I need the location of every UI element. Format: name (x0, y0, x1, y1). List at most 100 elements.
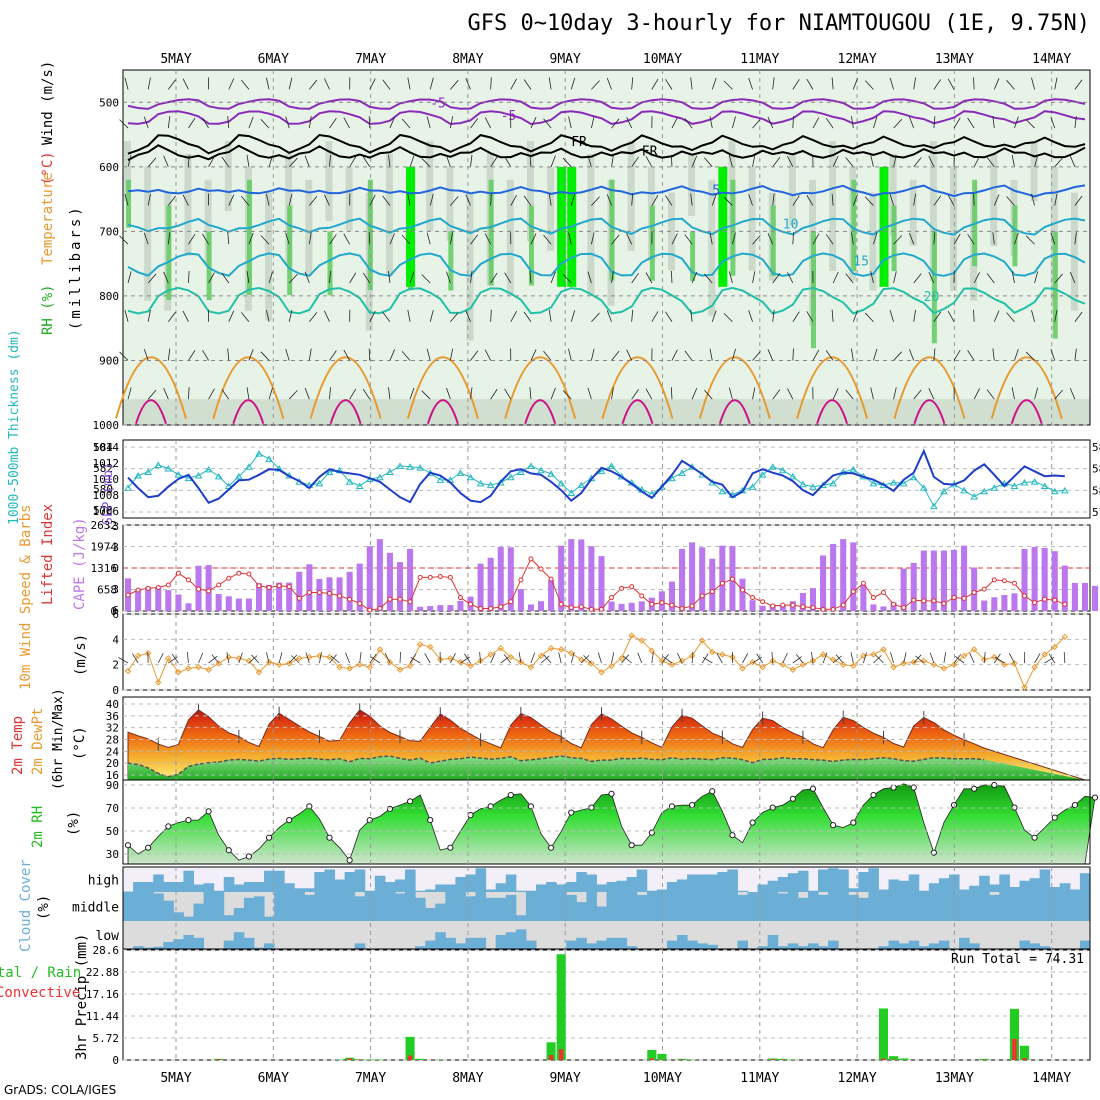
upper-wind-barb (143, 348, 149, 361)
thickness-point (970, 493, 979, 500)
bottom-date-label: 7MAY (355, 1071, 386, 1086)
surface-wind-barb (597, 652, 602, 664)
cloud-cell-middle (848, 894, 859, 921)
thickness-point (940, 487, 948, 495)
cloud-cell-middle (213, 892, 225, 921)
minmax-label: (6hr Min/Max) (51, 688, 66, 790)
surface-wind-barb (929, 652, 935, 664)
rh-band-saturated (718, 166, 728, 287)
rh-band-moist (488, 179, 494, 286)
rh-band (587, 153, 595, 296)
cloud-cell-high (969, 885, 980, 892)
cloud-cell-low (969, 943, 980, 949)
upper-wind-barb (288, 309, 293, 322)
cloud-cell-low (415, 946, 426, 949)
cloud-cell-low (1039, 946, 1051, 949)
rh2m-point (1071, 801, 1078, 809)
cape-bar (840, 539, 847, 611)
upper-wind-barb (260, 235, 270, 245)
upper-wind-barb (449, 348, 454, 361)
cloud-cell-low (465, 937, 477, 949)
cloud-cell-low (918, 946, 930, 949)
upper-wind-barb (986, 389, 995, 400)
cloud-cell-high (928, 883, 940, 892)
rh2m-point (1051, 814, 1058, 821)
wind-speed-point (175, 669, 182, 676)
wind-speed-point (1021, 684, 1028, 691)
cloud-cell-low (445, 937, 456, 949)
upper-wind-barb (1050, 116, 1056, 129)
cloud-cell-low (233, 932, 245, 949)
li-point (1032, 600, 1038, 606)
upper-wind-barb (631, 389, 639, 400)
cloud-cell-low (1079, 940, 1091, 949)
temp-tick: 36 (106, 710, 119, 723)
hot-isotherm (1010, 399, 1043, 425)
cloud-cell-high (193, 884, 205, 892)
li-point (135, 587, 141, 593)
cape-bar (830, 544, 837, 611)
hot-isotherm (913, 399, 946, 425)
cape-tick: 1974 (91, 541, 118, 554)
thickness-point (960, 486, 968, 494)
wind-speed-point (306, 653, 313, 661)
upper-wind-barb (1074, 311, 1083, 322)
upper-wind-barb (723, 312, 733, 323)
surface-wind-barb (943, 652, 947, 664)
precip-label: 3hr Precip (mm) (74, 934, 90, 1060)
rh2m-point (628, 842, 635, 849)
li-point (649, 601, 655, 607)
rh-tick: 30 (106, 848, 119, 861)
temp-tick: 20 (106, 757, 119, 770)
upper-wind-barb (167, 232, 171, 245)
isotherm-line (127, 252, 1086, 277)
surface-wind-barb (248, 655, 258, 664)
upper-wind-barb (1006, 312, 1015, 322)
warm-isotherm (698, 356, 771, 419)
surface-wind-barb (742, 653, 749, 664)
wind-speed-point (1031, 663, 1038, 671)
upper-wind-barb (893, 119, 903, 129)
wind-speed-point (205, 666, 212, 673)
cape-bar (407, 548, 414, 611)
thickness-tick: 584 (1092, 441, 1100, 454)
cloud-cell-middle (1049, 892, 1061, 921)
cloud-cell-low (959, 937, 970, 949)
surface-wind-barb (875, 654, 884, 664)
upper-wind-barb (407, 309, 411, 322)
surface-wind-barb (290, 655, 300, 664)
cloud-cell-high (807, 890, 819, 892)
li-point (548, 576, 554, 582)
precip-conv-bar (216, 1059, 221, 1060)
thickness-point (234, 472, 243, 480)
cloud-cell-high (344, 872, 356, 892)
thickness-point (396, 462, 404, 469)
cloud-cell-middle (626, 892, 638, 921)
upper-wind-barb (343, 117, 350, 129)
slp-thickness-panel: 584 582 580 578 1014 1012 1010 1008 1006 584 582 58… (93, 439, 1100, 519)
upper-wind-barb (953, 117, 961, 129)
cloud-cell-low (253, 947, 265, 949)
wind-speed-point (799, 661, 807, 668)
cloud-cell-high (264, 870, 275, 892)
precip-conv-bar (1022, 1058, 1027, 1060)
upper-wind-barb (389, 349, 395, 361)
upper-wind-barb (870, 155, 874, 167)
wind-speed-point (698, 637, 706, 644)
upper-wind-barb (470, 118, 479, 129)
upper-wind-barb (992, 116, 995, 129)
cloud-cell-high (515, 890, 527, 892)
thickness-point (486, 481, 495, 489)
cloud-cell-low (666, 940, 678, 949)
rh2m-point (608, 790, 615, 797)
thickness-point (416, 464, 425, 471)
cloud-cell-middle (556, 892, 567, 921)
upper-wind-barb (168, 311, 176, 322)
cloud-cell-high (354, 869, 366, 892)
isotherm-line (127, 184, 1086, 198)
rh-band-moist (609, 179, 615, 281)
upper-wind-barb (1054, 193, 1058, 206)
upper-wind-barb (587, 387, 592, 400)
cloud-cell-middle (294, 892, 305, 921)
cloud-cell-low (475, 937, 487, 949)
